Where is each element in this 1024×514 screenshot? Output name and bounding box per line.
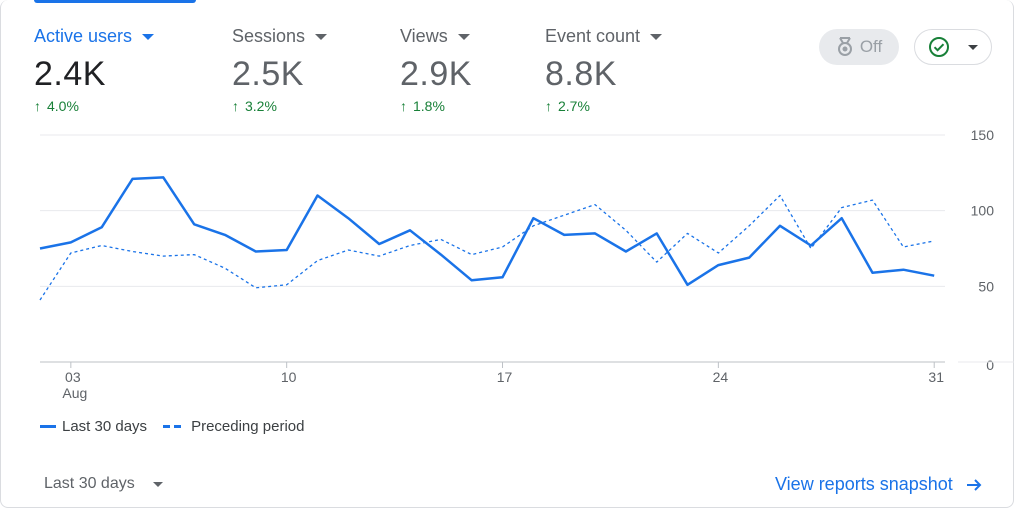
summary-card — [0, 0, 1014, 508]
metric-label: Active users — [34, 26, 133, 46]
status-dropdown[interactable] — [914, 29, 992, 65]
metric-delta: ↑ 3.2% — [232, 98, 327, 114]
y-tick-label: 0 — [986, 357, 994, 373]
ribbon-award-icon — [837, 37, 852, 56]
arrow-up-icon: ↑ — [34, 98, 41, 114]
delta-value: 3.2% — [245, 98, 277, 114]
caret-down-icon[interactable] — [650, 33, 663, 40]
date-range-label: Last 30 days — [44, 475, 135, 492]
metric-event-count[interactable]: Event count 8.8K ↑ 2.7% — [545, 26, 663, 114]
metric-delta: ↑ 1.8% — [400, 98, 472, 114]
delta-value: 1.8% — [413, 98, 445, 114]
legend-label: Last 30 days — [62, 418, 148, 435]
legend-dashed-swatch — [163, 425, 182, 428]
caret-down-icon[interactable] — [315, 33, 328, 40]
arrow-up-icon: ↑ — [232, 98, 239, 114]
link-label: View reports snapshot — [775, 474, 953, 494]
delta-value: 2.7% — [558, 98, 590, 114]
metric-selector[interactable]: Sessions — [232, 26, 328, 47]
caret-down-icon[interactable] — [142, 33, 155, 40]
arrow-up-icon: ↑ — [400, 98, 407, 114]
metric-value: 2.9K — [400, 55, 472, 93]
arrow-up-icon: ↑ — [545, 98, 552, 114]
caret-down-icon[interactable] — [457, 33, 470, 40]
legend-item-current: Last 30 days — [40, 418, 147, 435]
x-tick-sublabel: Aug — [62, 385, 87, 401]
caret-down-icon — [968, 44, 978, 50]
arrow-right-icon — [966, 478, 982, 491]
metric-value: 2.4K — [34, 55, 106, 93]
metric-active-users[interactable]: Active users 2.4K ↑ 4.0% — [34, 26, 155, 114]
metric-selector[interactable]: Views — [400, 26, 472, 47]
chart-legend: Last 30 days Preceding period — [40, 418, 320, 435]
legend-label: Preceding period — [191, 418, 305, 435]
metric-sessions[interactable]: Sessions 2.5K ↑ 3.2% — [232, 26, 328, 114]
legend-item-preceding: Preceding period — [163, 418, 304, 435]
metric-value: 2.5K — [232, 55, 304, 93]
x-tick-label: 17 — [497, 369, 513, 385]
metric-views[interactable]: Views 2.9K ↑ 1.8% — [400, 26, 472, 114]
caret-down-icon — [152, 481, 163, 487]
legend-solid-swatch — [40, 425, 56, 428]
check-circle-icon — [929, 37, 949, 57]
metric-label: Sessions — [232, 26, 306, 46]
x-tick-label: 24 — [713, 369, 729, 385]
x-tick-label: 03 — [65, 369, 81, 385]
series-line-last-30-days — [39, 176, 935, 287]
y-tick-label: 100 — [971, 203, 995, 219]
x-tick-label: 10 — [281, 369, 297, 385]
off-toggle-chip[interactable]: Off — [819, 29, 899, 65]
delta-value: 4.0% — [47, 98, 79, 114]
metric-label: Event count — [545, 26, 641, 46]
active-tab-indicator — [34, 0, 196, 3]
date-range-selector[interactable]: Last 30 days — [44, 475, 163, 493]
y-tick-label: 50 — [978, 278, 994, 294]
metric-delta: ↑ 4.0% — [34, 98, 154, 114]
metric-selector[interactable]: Event count — [545, 26, 663, 47]
metric-selector[interactable]: Active users — [34, 26, 155, 47]
x-tick-label: 31 — [928, 369, 944, 385]
y-tick-label: 150 — [971, 127, 995, 143]
metric-value: 8.8K — [545, 55, 617, 93]
series-line-preceding-period — [39, 194, 935, 301]
view-reports-snapshot-link[interactable]: View reports snapshot — [775, 474, 983, 495]
metric-delta: ↑ 2.7% — [545, 98, 662, 114]
off-label: Off — [859, 37, 883, 56]
metric-label: Views — [400, 26, 448, 46]
